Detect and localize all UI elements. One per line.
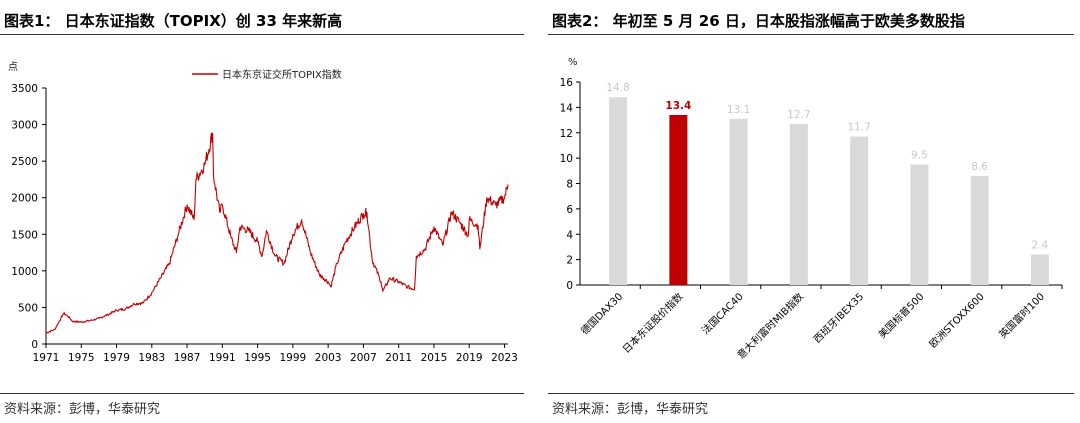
y-tick-label: 2000 <box>11 193 38 205</box>
figure-2-title: 图表2： 年初至 5 月 26 日，日本股指涨幅高于欧美多数股指 <box>552 12 965 30</box>
bar-3 <box>729 118 748 285</box>
y-tick-label: 16 <box>560 77 574 89</box>
y-tick-label: 10 <box>560 153 573 165</box>
x-tick-label: 1971 <box>33 352 60 364</box>
topix-line-chart: 点 0 500 1000 1500 2000 2500 3000 3500 1971 1975 197… <box>8 61 518 364</box>
x-tick-label: 2019 <box>456 352 483 364</box>
title-rule <box>0 34 524 35</box>
x-tick-label: 1975 <box>68 352 95 364</box>
y-axis-unit: 点 <box>8 61 18 73</box>
figure-1-source: 资料来源：彭博，华泰研究 <box>4 402 161 417</box>
source-rule <box>548 393 1074 394</box>
y-tick-label: 12 <box>560 128 573 140</box>
bar-value-label: 9.5 <box>911 149 928 161</box>
bar-1 <box>609 97 628 285</box>
bar-value-label: 2.4 <box>1032 240 1049 252</box>
y-tick-label: 6 <box>566 204 573 216</box>
topix-series-line <box>45 132 509 334</box>
bar-value-label: 8.6 <box>971 161 988 173</box>
x-tick-label: 2015 <box>421 352 448 364</box>
x-tick-label: 1979 <box>103 352 130 364</box>
x-tick-label: 1991 <box>209 352 236 364</box>
bar-value-label: 13.4 <box>665 100 691 112</box>
title-rule <box>548 34 1074 35</box>
y-tick-label: 3000 <box>11 120 38 132</box>
category-label: 西班牙IBEX35 <box>811 291 866 346</box>
y-tick-label: 1500 <box>11 229 38 241</box>
y-tick-label: 4 <box>566 229 573 241</box>
y-tick-label: 2500 <box>11 156 38 168</box>
bar-value-label: 11.7 <box>847 122 870 134</box>
category-label: 法国CAC40 <box>699 290 746 337</box>
category-label: 德国DAX30 <box>578 290 625 337</box>
x-tick-label: 1999 <box>280 352 307 364</box>
y-tick-label: 2 <box>566 255 573 267</box>
x-tick-label: 1995 <box>244 352 271 364</box>
y-axis-unit: % <box>568 57 578 68</box>
source-rule <box>0 393 524 394</box>
y-tick-label: 0 <box>31 339 38 351</box>
bar-6 <box>910 164 929 285</box>
category-label: 意大利富时MIB指数 <box>734 290 806 362</box>
x-tick-label: 1983 <box>138 352 165 364</box>
category-label: 美国标普500 <box>876 290 927 341</box>
y-tick-label: 500 <box>18 302 38 314</box>
bar-5 <box>850 136 869 285</box>
x-tick-label: 2007 <box>350 352 377 364</box>
x-tick-label: 2023 <box>491 352 518 364</box>
y-tick-label: 3500 <box>11 83 38 95</box>
y-tick-label: 14 <box>560 102 574 114</box>
topix-figure: 图表1： 日本东证指数（TOPIX）创 33 年来新高 点 0 500 1000 150… <box>0 0 526 423</box>
bar-2 <box>669 114 688 285</box>
y-tick-label: 1000 <box>11 266 38 278</box>
category-label: 日本东证股价指数 <box>620 290 686 356</box>
bar-value-label: 12.7 <box>787 109 810 121</box>
x-tick-label: 2011 <box>385 352 412 364</box>
bar-value-label: 14.8 <box>606 82 629 94</box>
bar-4 <box>789 123 808 286</box>
legend-label: 日本东京证交所TOPIX指数 <box>222 68 342 81</box>
index-return-figure: 图表2： 年初至 5 月 26 日，日本股指涨幅高于欧美多数股指 % 0 2 4 6 8 1… <box>548 0 1074 423</box>
category-label: 欧洲STOXX600 <box>927 291 987 351</box>
x-tick-label: 2003 <box>315 352 342 364</box>
bar-8 <box>1030 254 1049 285</box>
index-return-bar-chart: % 0 2 4 6 8 10 12 14 16 14.8 德国DAX30 13.4 日本东证股价指数 13.… <box>560 57 1063 362</box>
bar-7 <box>970 175 989 285</box>
category-label: 英国富时100 <box>996 290 1047 341</box>
y-tick-label: 0 <box>566 280 573 292</box>
y-tick-label: 8 <box>566 179 573 191</box>
bar-value-label: 13.1 <box>727 104 750 116</box>
x-tick-label: 1987 <box>174 352 201 364</box>
figure-1-title: 图表1： 日本东证指数（TOPIX）创 33 年来新高 <box>4 12 343 30</box>
figure-2-source: 资料来源：彭博，华泰研究 <box>552 402 709 417</box>
